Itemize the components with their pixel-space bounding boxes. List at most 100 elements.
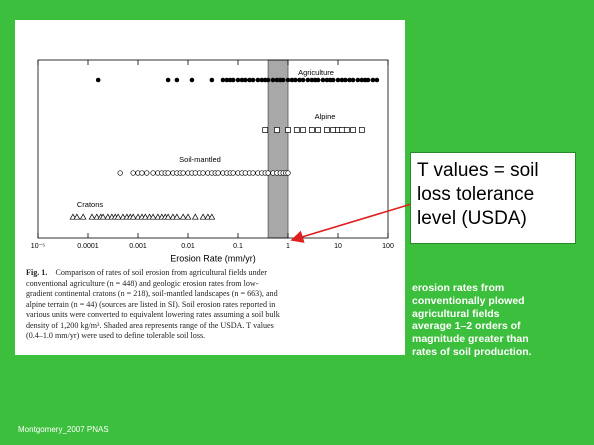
data-point bbox=[343, 77, 348, 83]
data-point bbox=[335, 77, 341, 83]
caption-line: density of 1,200 kg/m³. Shaded area repr… bbox=[26, 320, 274, 330]
x-tick-label: 0.1 bbox=[233, 243, 243, 250]
data-point bbox=[189, 77, 195, 83]
data-point bbox=[199, 213, 207, 220]
note-line: magnitude greater than bbox=[412, 333, 529, 346]
data-point bbox=[209, 77, 215, 83]
data-point bbox=[191, 213, 199, 220]
data-point bbox=[315, 127, 321, 133]
data-point bbox=[347, 77, 352, 83]
data-point bbox=[259, 77, 265, 83]
note-line: conventionally plowed bbox=[412, 294, 525, 307]
data-point bbox=[262, 127, 269, 133]
data-point bbox=[130, 170, 136, 176]
figure-panel bbox=[15, 20, 405, 355]
data-point bbox=[79, 213, 87, 220]
callout-line: loss tolerance bbox=[417, 184, 535, 205]
x-axis-label: Erosion Rate (mm/yr) bbox=[170, 253, 256, 263]
data-point bbox=[270, 77, 276, 83]
data-point bbox=[169, 213, 177, 220]
caption-line: various units were converted to equivale… bbox=[26, 310, 280, 319]
data-point bbox=[280, 77, 286, 83]
data-point bbox=[285, 170, 291, 176]
data-point bbox=[149, 213, 157, 220]
data-point bbox=[235, 77, 241, 83]
data-point bbox=[265, 170, 271, 176]
data-point bbox=[165, 77, 171, 83]
callout-line: T values = soil bbox=[417, 160, 539, 181]
data-point bbox=[374, 77, 380, 83]
data-point bbox=[297, 77, 302, 83]
data-point bbox=[247, 77, 252, 83]
data-point bbox=[104, 213, 112, 220]
note: erosion rates from conventionally plowed a… bbox=[412, 282, 532, 359]
series-label: Cratons bbox=[77, 200, 104, 209]
data-point bbox=[300, 77, 306, 83]
data-point bbox=[141, 213, 149, 220]
data-point bbox=[330, 127, 337, 133]
data-point bbox=[208, 213, 216, 220]
data-point bbox=[330, 77, 336, 83]
data-point bbox=[173, 213, 181, 220]
data-point bbox=[285, 127, 291, 133]
note-line: average 1–2 orders of bbox=[412, 320, 521, 333]
data-point bbox=[230, 77, 236, 83]
data-point bbox=[274, 127, 280, 133]
caption-line: Fig. 1. Comparison of rates of soil eros… bbox=[26, 268, 404, 279]
data-point bbox=[139, 170, 145, 176]
data-point bbox=[309, 127, 315, 133]
x-tick-label: 0.0001 bbox=[77, 243, 99, 250]
caption-text: Comparison of rates of soil erosion from… bbox=[55, 268, 267, 277]
footer: Montgomery_2007 PNAS bbox=[18, 425, 109, 434]
series-label: Alpine bbox=[315, 112, 336, 121]
data-point bbox=[305, 77, 311, 83]
data-point bbox=[134, 213, 142, 220]
data-point bbox=[343, 127, 350, 133]
data-point bbox=[119, 213, 127, 220]
caption-line: gradient continental cratons (n = 218), … bbox=[26, 289, 278, 298]
data-point bbox=[339, 77, 345, 83]
data-point bbox=[359, 127, 365, 133]
data-point bbox=[324, 77, 330, 83]
data-point bbox=[200, 170, 206, 176]
data-point bbox=[154, 213, 162, 220]
data-point bbox=[164, 213, 172, 220]
x-tick-label: 1 bbox=[286, 243, 290, 250]
data-point bbox=[215, 170, 221, 176]
series-label: Agriculture bbox=[298, 68, 334, 77]
data-point bbox=[293, 127, 300, 133]
data-point bbox=[293, 77, 298, 83]
data-point bbox=[285, 77, 291, 83]
data-point bbox=[300, 127, 306, 133]
data-point bbox=[114, 213, 122, 220]
data-point bbox=[224, 77, 230, 83]
data-point bbox=[324, 127, 330, 133]
data-point bbox=[117, 170, 123, 176]
data-point bbox=[144, 170, 150, 176]
data-point bbox=[243, 77, 248, 83]
data-point bbox=[150, 170, 156, 176]
note-line: rates of soil production. bbox=[412, 345, 532, 358]
note-line: erosion rates from bbox=[412, 282, 505, 294]
data-point bbox=[250, 170, 256, 176]
data-point bbox=[179, 213, 187, 220]
data-point bbox=[370, 77, 376, 83]
data-point bbox=[239, 77, 245, 83]
data-point bbox=[355, 77, 361, 83]
callout-line: level (USDA) bbox=[417, 208, 527, 229]
data-point bbox=[365, 77, 371, 83]
data-point bbox=[220, 77, 226, 83]
note-line: agricultural fields bbox=[412, 307, 500, 320]
caption: Fig. 1. Comparison of rates of soil eros… bbox=[26, 268, 404, 342]
data-point bbox=[289, 77, 295, 83]
data-point bbox=[93, 213, 101, 220]
data-point bbox=[339, 127, 345, 133]
data-point bbox=[174, 77, 180, 83]
x-tick-label: 10⁻⁵ bbox=[31, 243, 45, 250]
data-point bbox=[255, 77, 261, 83]
callout: T values = soil loss tolerance level (USDA… bbox=[410, 152, 576, 244]
callout-arrow bbox=[290, 198, 429, 243]
data-point bbox=[129, 213, 137, 220]
